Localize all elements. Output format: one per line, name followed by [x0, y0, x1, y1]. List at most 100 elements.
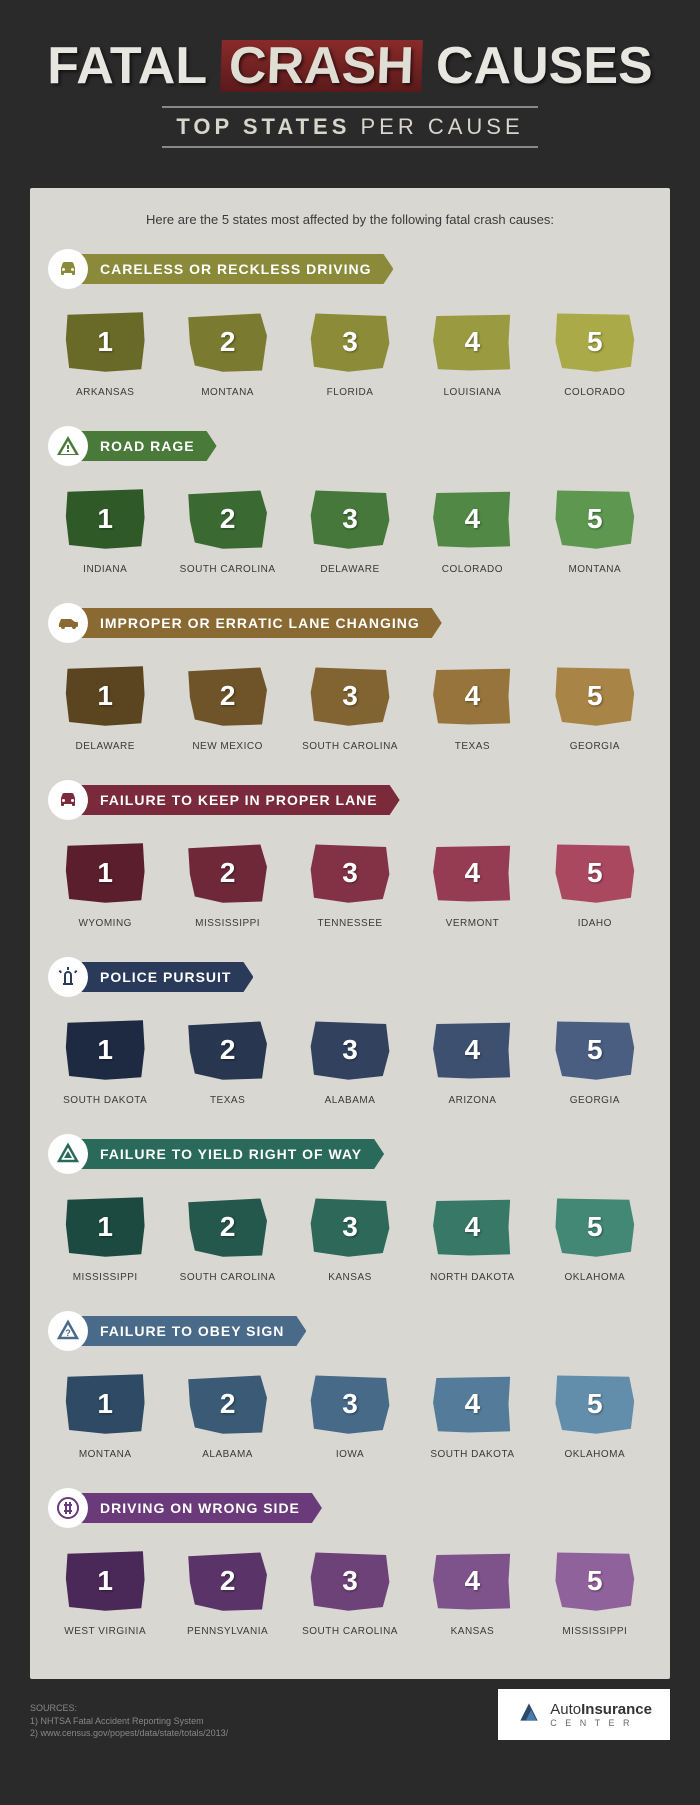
state-label: ALABAMA: [170, 1449, 284, 1460]
category-icon: [48, 957, 88, 997]
state-silhouette: 5: [554, 1196, 636, 1258]
state-cell: 4 COLORADO: [415, 480, 529, 575]
state-label: TENNESSEE: [293, 918, 407, 929]
state-cell: 2 SOUTH CAROLINA: [170, 480, 284, 575]
state-shape: 5: [538, 834, 652, 912]
category-icon: [48, 1488, 88, 1528]
state-silhouette: 5: [554, 1373, 636, 1435]
state-label: TEXAS: [415, 741, 529, 752]
category-banner: IMPROPER OR ERRATIC LANE CHANGING: [76, 608, 442, 638]
state-rank: 5: [587, 1211, 603, 1243]
state-rank: 4: [465, 1565, 481, 1597]
state-shape: 1: [48, 303, 162, 381]
category-icon: [48, 1134, 88, 1174]
state-silhouette: 4: [431, 1550, 513, 1612]
state-shape: 3: [293, 1542, 407, 1620]
state-silhouette: 3: [309, 311, 391, 373]
page-title: FATAL CRASH CAUSES: [20, 40, 680, 92]
state-rank: 1: [97, 1034, 113, 1066]
category: DRIVING ON WRONG SIDE 1 WEST VIRGINIA 2 …: [48, 1488, 652, 1637]
state-silhouette: 1: [64, 665, 146, 727]
state-shape: 2: [170, 1542, 284, 1620]
state-silhouette: 5: [554, 1019, 636, 1081]
state-silhouette: 5: [554, 488, 636, 550]
state-rank: 2: [220, 857, 236, 889]
state-label: WEST VIRGINIA: [48, 1626, 162, 1637]
state-shape: 2: [170, 657, 284, 735]
category: FAILURE TO KEEP IN PROPER LANE 1 WYOMING…: [48, 780, 652, 929]
state-label: IOWA: [293, 1449, 407, 1460]
category-banner: ROAD RAGE: [76, 431, 217, 461]
state-silhouette: 2: [187, 842, 269, 904]
state-shape: 5: [538, 657, 652, 735]
state-shape: 3: [293, 657, 407, 735]
state-shape: 2: [170, 834, 284, 912]
state-rank: 4: [465, 857, 481, 889]
state-label: DELAWARE: [293, 564, 407, 575]
state-label: KANSAS: [415, 1626, 529, 1637]
state-label: SOUTH DAKOTA: [48, 1095, 162, 1106]
category-header: FAILURE TO YIELD RIGHT OF WAY: [48, 1134, 652, 1174]
state-shape: 2: [170, 1188, 284, 1266]
state-rank: 4: [465, 1388, 481, 1420]
state-silhouette: 4: [431, 1019, 513, 1081]
state-shape: 2: [170, 303, 284, 381]
state-cell: 2 MISSISSIPPI: [170, 834, 284, 929]
logo-main: AutoInsurance: [550, 1701, 652, 1718]
category: ? FAILURE TO OBEY SIGN 1 MONTANA 2 ALABA…: [48, 1311, 652, 1460]
state-silhouette: 5: [554, 842, 636, 904]
title-word-3: CAUSES: [436, 37, 653, 95]
state-label: SOUTH CAROLINA: [170, 1272, 284, 1283]
category: IMPROPER OR ERRATIC LANE CHANGING 1 DELA…: [48, 603, 652, 752]
state-label: GEORGIA: [538, 741, 652, 752]
logo: AutoInsurance C E N T E R: [498, 1689, 670, 1740]
state-label: VERMONT: [415, 918, 529, 929]
state-cell: 5 COLORADO: [538, 303, 652, 398]
state-rank: 1: [97, 1565, 113, 1597]
state-silhouette: 3: [309, 1196, 391, 1258]
state-silhouette: 2: [187, 665, 269, 727]
state-silhouette: 5: [554, 1550, 636, 1612]
state-shape: 1: [48, 834, 162, 912]
states-row: 1 WEST VIRGINIA 2 PENNSYLVANIA 3: [48, 1542, 652, 1637]
state-rank: 4: [465, 1211, 481, 1243]
state-rank: 4: [465, 503, 481, 535]
state-label: MISSISSIPPI: [48, 1272, 162, 1283]
state-silhouette: 2: [187, 1373, 269, 1435]
state-cell: 5 MONTANA: [538, 480, 652, 575]
state-shape: 4: [415, 480, 529, 558]
state-rank: 3: [342, 1034, 358, 1066]
category-header: DRIVING ON WRONG SIDE: [48, 1488, 652, 1528]
content-panel: Here are the 5 states most affected by t…: [30, 188, 670, 1679]
intro-text: Here are the 5 states most affected by t…: [48, 212, 652, 227]
state-shape: 5: [538, 1188, 652, 1266]
state-cell: 2 ALABAMA: [170, 1365, 284, 1460]
state-shape: 4: [415, 1188, 529, 1266]
state-silhouette: 2: [187, 1019, 269, 1081]
state-label: NORTH DAKOTA: [415, 1272, 529, 1283]
state-rank: 3: [342, 1565, 358, 1597]
state-cell: 5 OKLAHOMA: [538, 1365, 652, 1460]
state-cell: 3 KANSAS: [293, 1188, 407, 1283]
state-rank: 3: [342, 1388, 358, 1420]
state-label: IDAHO: [538, 918, 652, 929]
state-rank: 5: [587, 1388, 603, 1420]
state-silhouette: 1: [64, 1373, 146, 1435]
state-silhouette: 1: [64, 488, 146, 550]
state-silhouette: 2: [187, 311, 269, 373]
state-shape: 3: [293, 303, 407, 381]
state-silhouette: 4: [431, 842, 513, 904]
state-rank: 5: [587, 503, 603, 535]
states-row: 1 MONTANA 2 ALABAMA 3 IO: [48, 1365, 652, 1460]
title-word-2: CRASH: [220, 40, 423, 92]
state-label: WYOMING: [48, 918, 162, 929]
state-silhouette: 3: [309, 488, 391, 550]
state-rank: 3: [342, 857, 358, 889]
footer: SOURCES: 1) NHTSA Fatal Accident Reporti…: [30, 1689, 670, 1740]
state-rank: 1: [97, 503, 113, 535]
state-shape: 3: [293, 1011, 407, 1089]
category: FAILURE TO YIELD RIGHT OF WAY 1 MISSISSI…: [48, 1134, 652, 1283]
state-silhouette: 4: [431, 1196, 513, 1258]
state-cell: 4 TEXAS: [415, 657, 529, 752]
sources-line2: 2) www.census.gov/popest/data/state/tota…: [30, 1727, 228, 1740]
